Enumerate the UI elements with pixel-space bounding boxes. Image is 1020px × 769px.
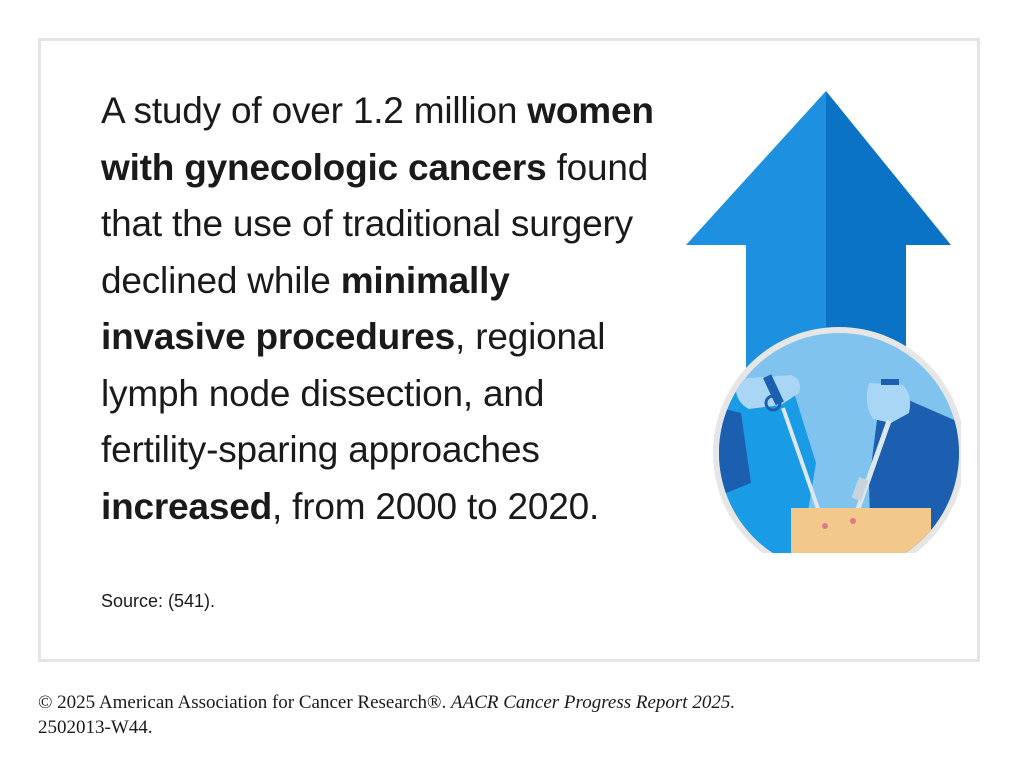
source-citation: Source: (541). bbox=[101, 591, 216, 611]
finding-segment: , from 2000 to 2020. bbox=[271, 485, 600, 527]
report-title: AACR Cancer Progress Report 2025. bbox=[450, 692, 736, 713]
finding-highlight-procedures: minimally invasive procedures bbox=[101, 259, 510, 358]
finding-segment: A study of over 1.2 million bbox=[101, 90, 528, 131]
finding-segment: , regional lymph node dissection, and fe… bbox=[101, 316, 606, 470]
finding-highlight-increased: increased bbox=[101, 485, 272, 527]
copyright-text: © 2025 American Association for Cancer R… bbox=[38, 692, 451, 713]
finding-segment: found that the use of traditional surger… bbox=[101, 146, 649, 301]
upward-arrow-with-surgery-icon bbox=[686, 91, 961, 553]
copyright-footer: © 2025 American Association for Cancer R… bbox=[38, 690, 998, 740]
key-finding-text: A study of over 1.2 million women with g… bbox=[101, 83, 661, 535]
figure-code: 2502013-W44. bbox=[38, 717, 153, 738]
infographic-card: A study of over 1.2 million women with g… bbox=[38, 38, 980, 662]
finding-highlight-population: women with gynecologic cancers bbox=[101, 90, 654, 188]
